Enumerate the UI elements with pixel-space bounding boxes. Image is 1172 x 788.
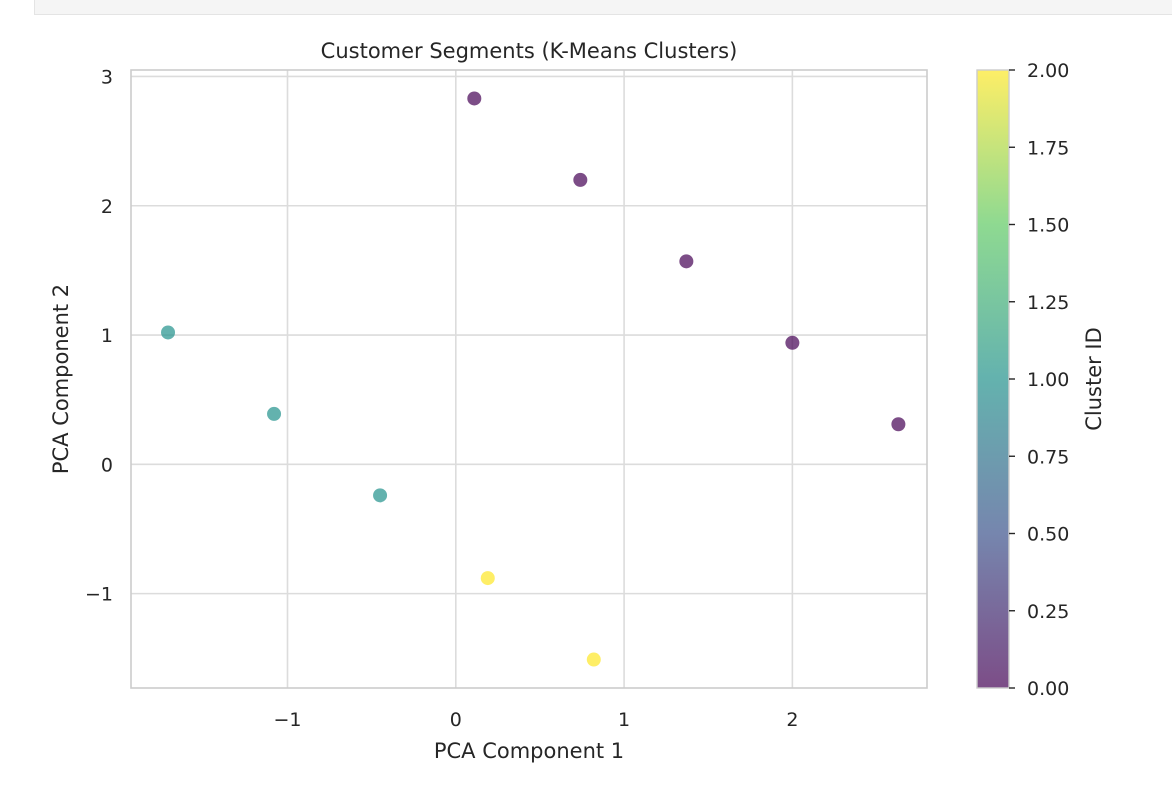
colorbar-tick-label: 0.25 (1027, 601, 1069, 623)
colorbar-tick-label: 0.75 (1027, 446, 1069, 468)
colorbar-tick-label: 1.50 (1027, 215, 1069, 237)
data-point (373, 488, 388, 503)
grid-lines (131, 70, 927, 688)
x-tick-label: −1 (273, 709, 301, 731)
plot-frame (130, 69, 928, 689)
colorbar-tick-label: 0.00 (1027, 678, 1069, 700)
data-point (480, 571, 495, 586)
data-point (785, 335, 800, 350)
colorbar-ticks: 0.00 0.25 0.50 0.75 1.00 1.25 1.50 1.75 2.00 (1009, 60, 1069, 700)
y-tick-labels: −1 0 1 2 3 (85, 66, 113, 605)
x-tick-label: 1 (618, 709, 630, 731)
colorbar-tick-label: 1.25 (1027, 292, 1069, 314)
y-axis-label: PCA Component 2 (49, 284, 73, 474)
colorbar (976, 69, 1010, 689)
data-points (161, 91, 906, 667)
x-axis-label: PCA Component 1 (434, 739, 624, 763)
data-point (267, 406, 282, 421)
x-tick-label: 2 (786, 709, 798, 731)
y-tick-label: 3 (101, 66, 113, 88)
data-point (586, 652, 601, 667)
data-point (467, 91, 482, 106)
data-point (891, 417, 906, 432)
data-point (573, 172, 588, 187)
chart-title: Customer Segments (K-Means Clusters) (321, 39, 738, 63)
colorbar-tick-label: 2.00 (1027, 60, 1069, 82)
data-point (679, 254, 694, 269)
x-tick-label: 0 (450, 709, 462, 731)
x-tick-labels: −1 0 1 2 (273, 709, 798, 731)
colorbar-tick-label: 1.75 (1027, 137, 1069, 159)
notebook-cell-strip (34, 0, 1172, 15)
colorbar-tick-label: 1.00 (1027, 369, 1069, 391)
colorbar-tick-label: 0.50 (1027, 524, 1069, 546)
y-tick-label: −1 (85, 584, 113, 606)
y-tick-label: 0 (101, 454, 113, 476)
data-point (161, 325, 176, 340)
y-tick-label: 2 (101, 196, 113, 218)
y-tick-label: 1 (101, 325, 113, 347)
colorbar-label: Cluster ID (1082, 327, 1106, 431)
